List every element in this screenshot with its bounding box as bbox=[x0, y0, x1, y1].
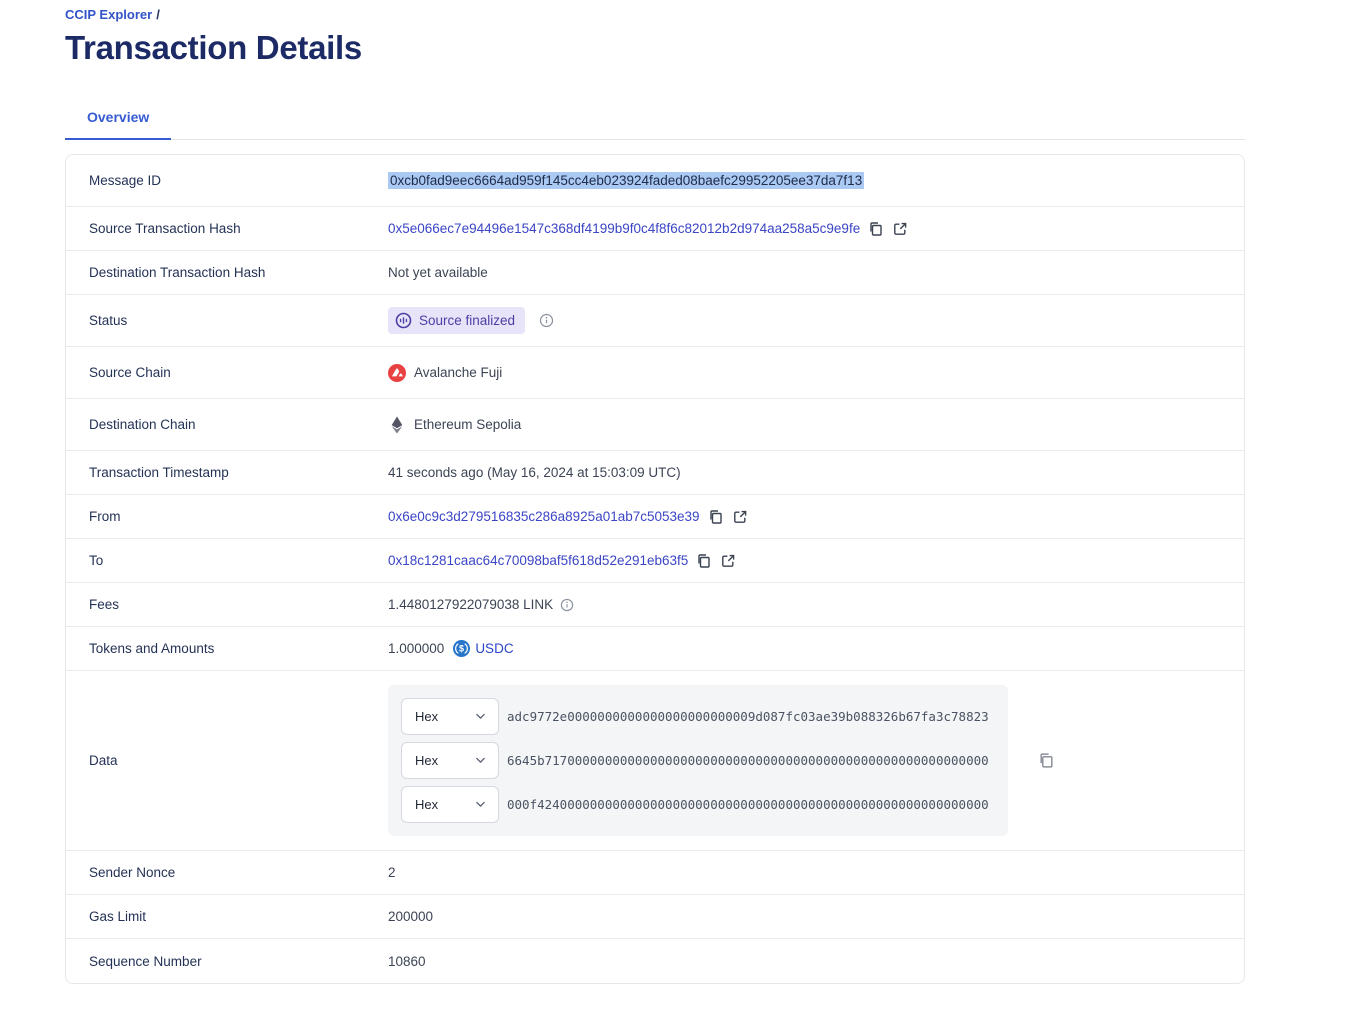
row-source-chain: Source Chain Avalanche Fuji bbox=[66, 347, 1244, 399]
info-circle-icon[interactable] bbox=[560, 598, 574, 612]
external-link-icon[interactable] bbox=[892, 221, 908, 237]
chevron-down-icon bbox=[474, 754, 487, 767]
data-label: Data bbox=[89, 753, 118, 768]
row-to: To 0x18c1281caac64c70098baf5f618d52e291e… bbox=[66, 539, 1244, 583]
status-badge: Source finalized bbox=[388, 307, 526, 334]
copy-icon[interactable] bbox=[708, 509, 724, 525]
row-dest-chain: Destination Chain Ethereum Sepolia bbox=[66, 399, 1244, 451]
dest-chain-name: Ethereum Sepolia bbox=[414, 417, 522, 432]
usdc-logo-icon: $ bbox=[453, 640, 471, 657]
data-line: Hex 6645b7170000000000000000000000000000… bbox=[401, 742, 995, 779]
source-chain-label: Source Chain bbox=[89, 365, 171, 380]
source-tx-hash-link[interactable]: 0x5e066ec7e94496e1547c368df4199b9f0c4f8f… bbox=[388, 221, 861, 236]
breadcrumb-link-ccip-explorer[interactable]: CCIP Explorer bbox=[65, 7, 153, 22]
status-badge-text: Source finalized bbox=[419, 313, 516, 328]
source-chain-name: Avalanche Fuji bbox=[414, 365, 503, 380]
data-line: Hex 000f42400000000000000000000000000000… bbox=[401, 786, 995, 823]
gas-limit-label: Gas Limit bbox=[89, 909, 147, 924]
fees-value: 1.4480127922079038 LINK bbox=[388, 597, 554, 612]
breadcrumb: CCIP Explorer / bbox=[65, 7, 1245, 22]
message-id-value: 0xcb0fad9eec6664ad959f145cc4eb023924fade… bbox=[388, 172, 865, 189]
row-message-id: Message ID 0xcb0fad9eec6664ad959f145cc4e… bbox=[66, 155, 1244, 207]
page-title: Transaction Details bbox=[65, 29, 362, 66]
sequence-number-value: 10860 bbox=[388, 953, 426, 969]
chevron-down-icon bbox=[474, 798, 487, 811]
source-finalized-icon bbox=[395, 312, 412, 329]
dest-chain-label: Destination Chain bbox=[89, 417, 196, 432]
token-amount: 1.000000 bbox=[388, 641, 445, 656]
copy-icon[interactable] bbox=[1038, 752, 1055, 769]
sender-nonce-value: 2 bbox=[388, 865, 396, 880]
row-dest-tx-hash: Destination Transaction Hash Not yet ava… bbox=[66, 251, 1244, 295]
row-source-tx-hash: Source Transaction Hash 0x5e066ec7e94496… bbox=[66, 207, 1244, 251]
data-panel: Hex adc9772e0000000000000000000000009d08… bbox=[388, 685, 1008, 836]
timestamp-label: Transaction Timestamp bbox=[89, 465, 229, 480]
sequence-number-label: Sequence Number bbox=[89, 953, 202, 969]
copy-icon[interactable] bbox=[868, 221, 884, 237]
row-sequence-number: Sequence Number 10860 bbox=[66, 939, 1244, 983]
to-address-link[interactable]: 0x18c1281caac64c70098baf5f618d52e291eb63… bbox=[388, 553, 689, 568]
copy-icon[interactable] bbox=[696, 553, 712, 569]
external-link-icon[interactable] bbox=[732, 509, 748, 525]
tokens-label: Tokens and Amounts bbox=[89, 641, 215, 656]
external-link-icon[interactable] bbox=[720, 553, 736, 569]
hex-select-value: Hex bbox=[415, 797, 439, 812]
svg-text:$: $ bbox=[459, 644, 464, 654]
status-label: Status bbox=[89, 313, 128, 328]
tab-bar: Overview bbox=[65, 109, 1245, 140]
transaction-detail-table: Message ID 0xcb0fad9eec6664ad959f145cc4e… bbox=[65, 154, 1245, 984]
tab-active-underline bbox=[65, 138, 172, 140]
transaction-details-page: CCIP Explorer / Transaction Details Overv… bbox=[65, 0, 1245, 984]
chevron-down-icon bbox=[474, 710, 487, 723]
timestamp-value: 41 seconds ago (May 16, 2024 at 15:03:09… bbox=[388, 465, 681, 480]
row-gas-limit: Gas Limit 200000 bbox=[66, 895, 1244, 939]
row-tokens: Tokens and Amounts 1.000000 $ USDC bbox=[66, 627, 1244, 671]
hex-select-value: Hex bbox=[415, 753, 439, 768]
message-id-label: Message ID bbox=[89, 173, 162, 188]
gas-limit-value: 200000 bbox=[388, 909, 434, 924]
hex-format-select[interactable]: Hex bbox=[401, 698, 499, 735]
from-address-link[interactable]: 0x6e0c9c3d279516835c286a8925a01ab7c5053e… bbox=[388, 509, 700, 524]
breadcrumb-separator: / bbox=[156, 7, 160, 22]
row-sender-nonce: Sender Nonce 2 bbox=[66, 851, 1244, 895]
row-timestamp: Transaction Timestamp 41 seconds ago (Ma… bbox=[66, 451, 1244, 495]
hex-select-value: Hex bbox=[415, 709, 439, 724]
sender-nonce-label: Sender Nonce bbox=[89, 865, 176, 880]
to-label: To bbox=[89, 553, 104, 568]
tab-overview-label: Overview bbox=[87, 109, 150, 125]
source-tx-hash-label: Source Transaction Hash bbox=[89, 221, 241, 236]
dest-tx-hash-value: Not yet available bbox=[388, 265, 488, 280]
hex-data-text: 6645b71700000000000000000000000000000000… bbox=[507, 753, 989, 768]
tab-overview[interactable]: Overview bbox=[65, 109, 172, 140]
from-label: From bbox=[89, 509, 121, 524]
fees-label: Fees bbox=[89, 597, 120, 612]
hex-data-text: 000f424000000000000000000000000000000000… bbox=[507, 797, 989, 812]
info-circle-icon[interactable] bbox=[539, 313, 554, 328]
row-fees: Fees 1.4480127922079038 LINK bbox=[66, 583, 1244, 627]
hex-format-select[interactable]: Hex bbox=[401, 742, 499, 779]
hex-data-text: adc9772e0000000000000000000000009d087fc0… bbox=[507, 709, 989, 724]
token-symbol: USDC bbox=[475, 641, 514, 656]
dest-tx-hash-label: Destination Transaction Hash bbox=[89, 265, 266, 280]
avalanche-logo-icon bbox=[388, 363, 406, 382]
data-line: Hex adc9772e0000000000000000000000009d08… bbox=[401, 698, 995, 735]
hex-format-select[interactable]: Hex bbox=[401, 786, 499, 823]
row-status: Status Source finalized bbox=[66, 295, 1244, 347]
row-data: Data Hex adc9772e00000000000000000000000… bbox=[66, 671, 1244, 851]
token-link[interactable]: $ USDC bbox=[453, 640, 514, 657]
ethereum-logo-icon bbox=[388, 416, 406, 434]
row-from: From 0x6e0c9c3d279516835c286a8925a01ab7c… bbox=[66, 495, 1244, 539]
